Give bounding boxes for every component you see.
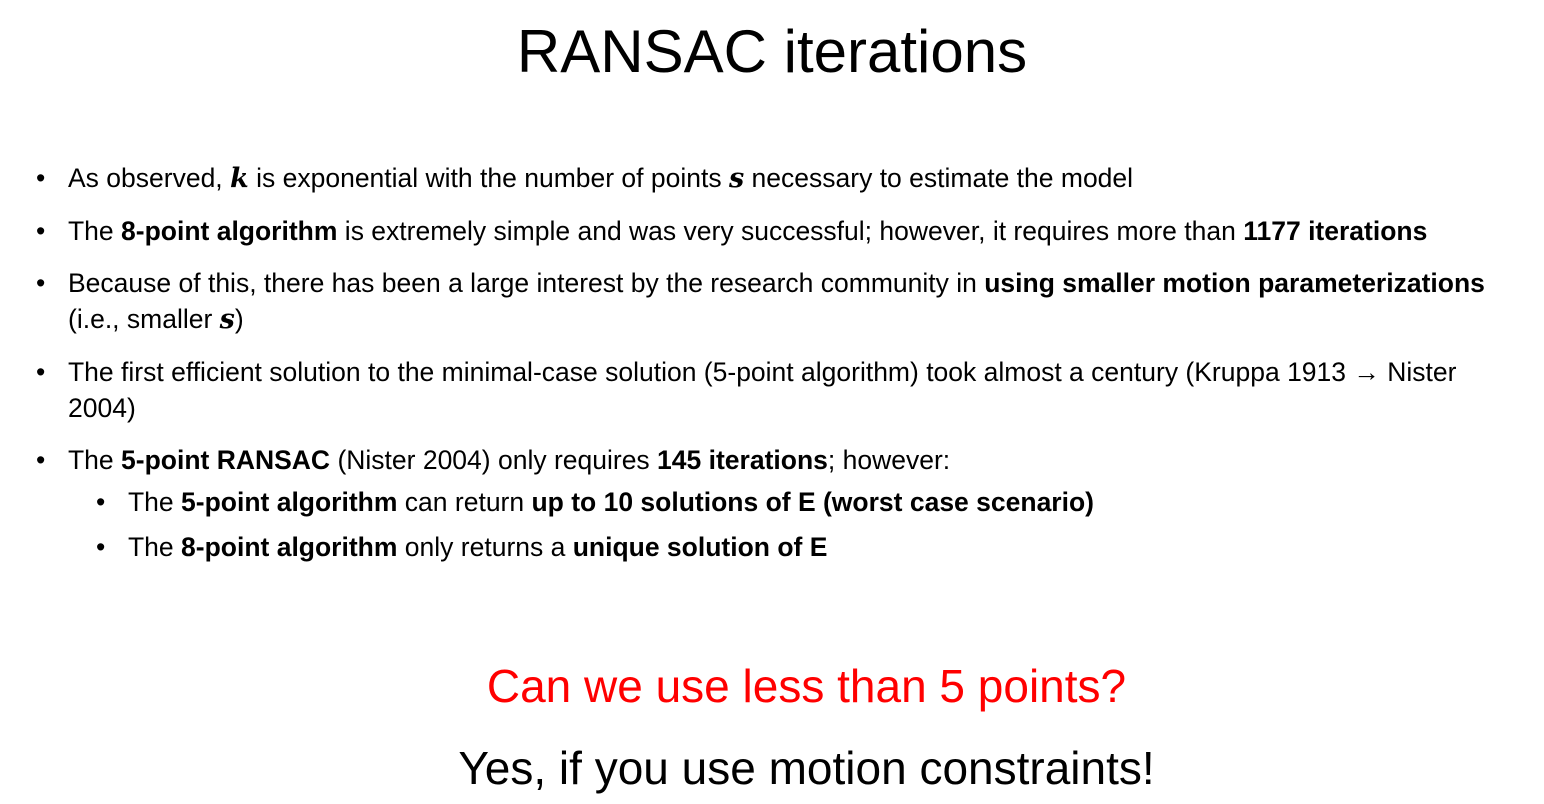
text-run: ; however:	[827, 445, 951, 475]
bullet-item: The 8-point algorithm is extremely simpl…	[0, 213, 1508, 249]
text-run: can return	[397, 487, 532, 517]
bold-text: 145 iterations	[657, 445, 828, 475]
text-run: is extremely simple and was very success…	[337, 216, 1244, 246]
text-run: The	[68, 216, 122, 246]
text-run: (i.e., smaller	[68, 304, 220, 334]
bullet-item: The first efficient solution to the mini…	[0, 354, 1508, 426]
slide-title: RANSAC iterations	[516, 18, 1028, 85]
sub-bullet-item: The 8-point algorithm only returns a uni…	[68, 529, 1508, 565]
answer-text: Yes, if you use motion constraints!	[458, 742, 1155, 794]
bold-text: 5-point algorithm	[181, 487, 398, 517]
text-run: As observed,	[68, 163, 231, 193]
bold-text: unique solution of E	[572, 532, 828, 562]
text-run: The first efficient solution to the mini…	[68, 357, 1457, 423]
bold-text: using smaller motion parameterizations	[984, 268, 1485, 298]
math-variable: k	[230, 163, 249, 194]
sub-bullet-item: The 5-point algorithm can return up to 1…	[68, 484, 1508, 520]
text-run: necessary to estimate the model	[744, 163, 1134, 193]
bold-text: 5-point RANSAC	[121, 445, 331, 475]
math-variable: s	[219, 304, 235, 335]
bullet-item: Because of this, there has been a large …	[0, 265, 1508, 338]
bold-text: up to 10 solutions of E (worst case scen…	[531, 487, 1094, 517]
bold-text: 1177 iterations	[1243, 216, 1428, 246]
question-text: Can we use less than 5 points?	[486, 660, 1127, 712]
bullet-item: The 5-point RANSAC (Nister 2004) only re…	[0, 442, 1508, 565]
text-run: only returns a	[397, 532, 573, 562]
bold-text: 8-point algorithm	[121, 216, 338, 246]
text-run: The	[128, 532, 182, 562]
text-run: is exponential with the number of points	[248, 163, 729, 193]
sub-bullet-list: The 5-point algorithm can return up to 1…	[68, 484, 1508, 565]
bullet-item: As observed, k is exponential with the n…	[0, 160, 1508, 197]
text-run: The	[68, 445, 122, 475]
bullet-list: As observed, k is exponential with the n…	[0, 160, 1544, 581]
text-run: )	[234, 304, 244, 334]
text-run: The	[128, 487, 182, 517]
bold-text: 8-point algorithm	[181, 532, 398, 562]
text-run: Because of this, there has been a large …	[68, 268, 985, 298]
text-run: (Nister 2004) only requires	[330, 445, 658, 475]
math-variable: s	[728, 163, 745, 194]
